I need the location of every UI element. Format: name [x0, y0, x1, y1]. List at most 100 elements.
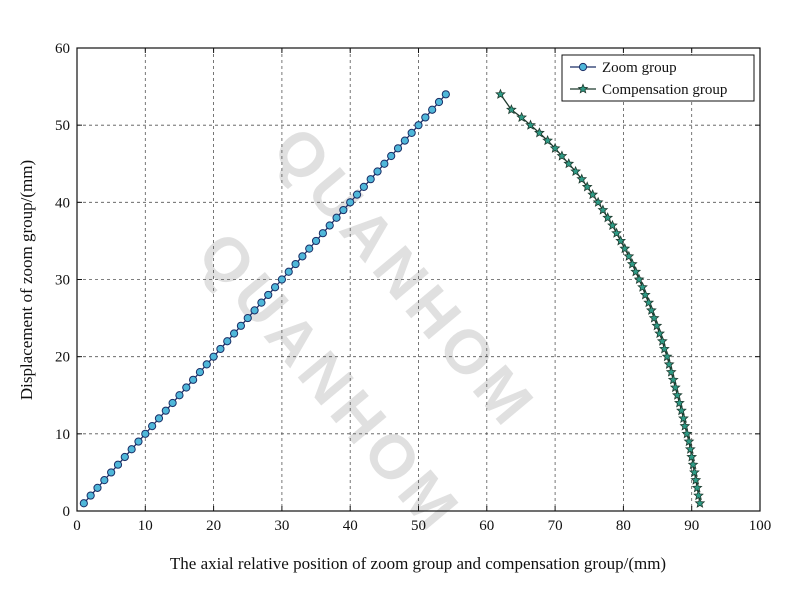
ticks-layer: 0 10 20 30 40 50 60 70 80 90 100 0 10 20 30 40 50 60 [55, 41, 771, 534]
data-point [127, 445, 136, 454]
data-point [637, 281, 648, 292]
data-point [291, 259, 300, 269]
data-point [611, 227, 622, 238]
data-point [681, 428, 693, 439]
data-point [441, 90, 450, 99]
data-point [678, 412, 689, 423]
y-tick-label: 60 [55, 41, 70, 57]
legend: Zoom group Compensation group [561, 54, 755, 102]
data-point [359, 182, 368, 191]
data-point [639, 289, 651, 300]
data-point [592, 196, 604, 207]
data-point [393, 144, 403, 153]
data-point [86, 491, 95, 500]
data-point [305, 244, 314, 253]
data-point [694, 497, 706, 508]
data-point [693, 489, 704, 501]
data-point [311, 236, 321, 246]
data-point [576, 173, 588, 184]
y-tick-label: 50 [55, 118, 70, 134]
data-point [656, 335, 668, 346]
data-point [654, 327, 665, 339]
data-point [684, 443, 696, 454]
data-point [683, 435, 695, 447]
data-point [659, 343, 670, 354]
data-point [597, 204, 609, 215]
data-point [339, 205, 348, 215]
data-point [663, 358, 675, 369]
data-point [619, 242, 631, 254]
x-tick-label: 0 [73, 518, 81, 534]
data-point [236, 321, 246, 330]
legend-box [561, 54, 755, 102]
x-tick-label: 70 [548, 518, 563, 534]
data-point [141, 429, 150, 438]
x-axis-title: The axial relative position of zoom grou… [170, 554, 666, 573]
data-point [216, 344, 225, 354]
data-point [270, 283, 280, 292]
data-point [667, 374, 679, 385]
data-point [113, 460, 123, 469]
series-layer [79, 88, 706, 508]
x-tick-label: 80 [616, 518, 631, 534]
data-point [400, 136, 409, 145]
data-point [516, 111, 528, 123]
x-tick-label: 50 [411, 518, 426, 534]
data-point [646, 304, 657, 315]
data-point [643, 297, 655, 308]
data-point [506, 104, 517, 115]
data-point [674, 397, 685, 408]
data-point [495, 88, 506, 99]
data-point [556, 150, 568, 161]
data-point [648, 312, 660, 323]
legend-marker-zoom [578, 62, 588, 72]
data-point [428, 105, 437, 114]
data-point [421, 113, 430, 122]
data-point [332, 213, 341, 222]
x-tick-label: 30 [274, 518, 289, 534]
y-tick-label: 10 [55, 427, 70, 443]
y-tick-label: 20 [55, 350, 70, 366]
legend-label-compensation: Compensation group [602, 82, 727, 98]
data-point [626, 258, 638, 269]
data-point [679, 420, 691, 431]
data-point [346, 198, 355, 207]
data-point [264, 290, 273, 300]
data-point [318, 229, 327, 238]
data-point [661, 351, 673, 362]
data-point [100, 476, 109, 485]
x-tick-label: 60 [479, 518, 494, 534]
series-line [499, 93, 701, 504]
data-point [630, 266, 642, 277]
data-point [366, 175, 375, 184]
data-point [671, 389, 683, 400]
data-point [154, 414, 164, 423]
data-point [380, 159, 389, 168]
data-point [202, 360, 211, 369]
data-point [434, 97, 444, 107]
data-point [168, 398, 177, 408]
data-point [148, 422, 157, 431]
data-point [587, 188, 599, 200]
data-point [209, 352, 218, 361]
data-point [107, 468, 116, 477]
data-point [277, 275, 286, 284]
data-point [414, 121, 423, 130]
data-point [669, 381, 681, 393]
data-point [161, 406, 170, 415]
data-point [325, 221, 334, 230]
data-point [182, 383, 191, 392]
data-point [134, 437, 143, 446]
data-point [93, 483, 102, 492]
data-point [665, 366, 677, 377]
data-point [690, 474, 702, 485]
data-point [542, 134, 553, 146]
data-point [189, 375, 198, 384]
series-compensation-group [495, 88, 706, 508]
x-tick-label: 10 [138, 518, 153, 534]
data-point [195, 368, 205, 377]
data-point [602, 212, 614, 223]
series-zoom-group [79, 90, 450, 508]
data-point [407, 128, 416, 137]
